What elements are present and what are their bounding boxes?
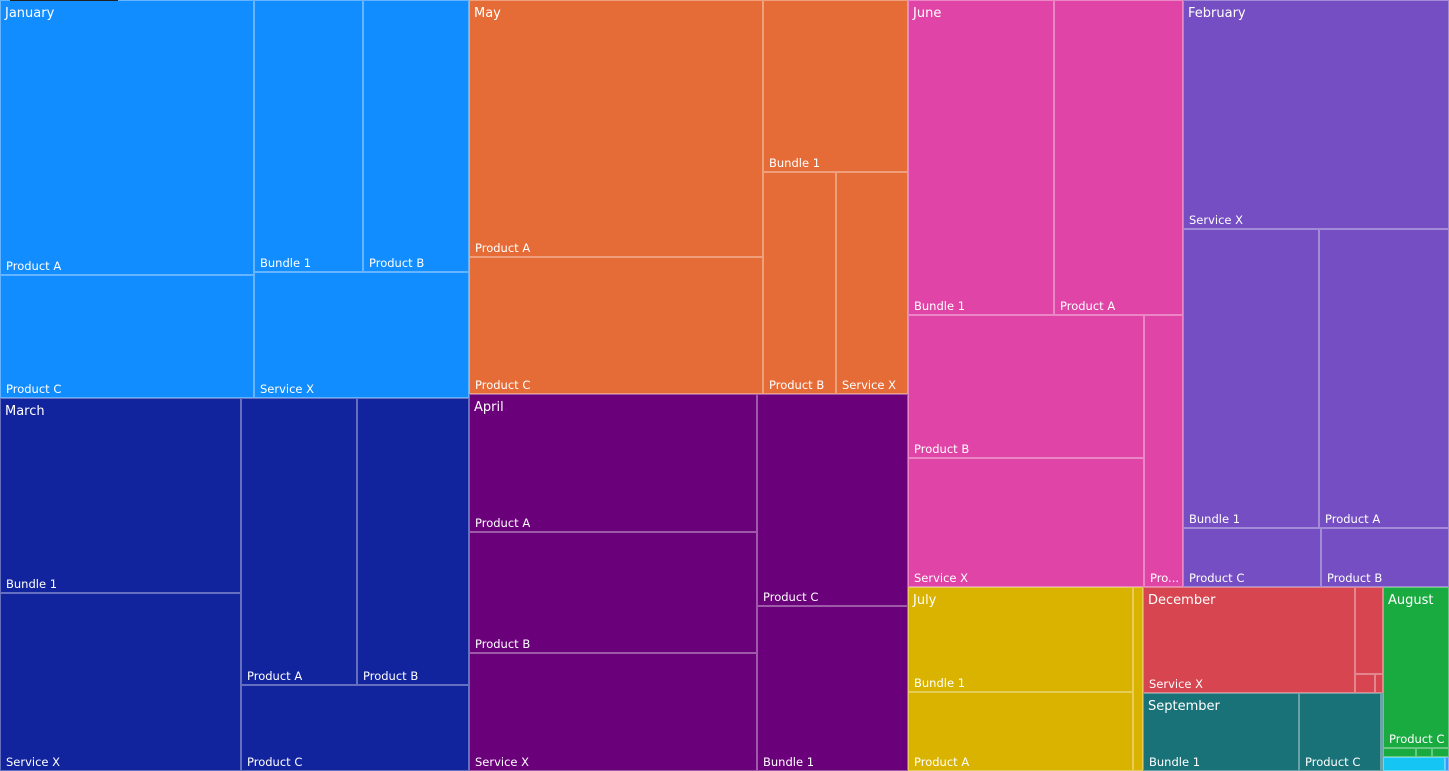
treemap-cell-product-c[interactable]: Product C: [757, 394, 908, 606]
treemap-cell[interactable]: [1355, 587, 1383, 674]
cell-label: Product C: [1389, 732, 1445, 746]
treemap-cell-product-c[interactable]: Product C: [241, 685, 469, 771]
cell-label: Product C: [475, 378, 531, 392]
treemap-cell-service-x[interactable]: Service X: [1183, 0, 1449, 229]
treemap-cell-bundle-1[interactable]: Bundle 1: [763, 0, 908, 172]
treemap-cell-product-c[interactable]: Product C: [1183, 528, 1321, 587]
cell-label: Product C: [6, 382, 62, 396]
top-edge-bar: [10, 0, 118, 1]
cell-label: Product B: [914, 442, 970, 456]
treemap-cell[interactable]: [1416, 748, 1432, 757]
treemap-cell-service-x[interactable]: Service X: [254, 272, 469, 398]
treemap-cell-bundle-1[interactable]: Bundle 1: [908, 587, 1133, 692]
treemap-cell-product-b[interactable]: Product B: [1321, 528, 1449, 587]
treemap-cell-product-a[interactable]: Product A: [908, 692, 1133, 771]
cell-label: Pro...: [1150, 571, 1180, 585]
treemap-cell-bundle-1[interactable]: Bundle 1: [1143, 693, 1299, 771]
treemap-cell[interactable]: [1133, 587, 1143, 771]
treemap-cell[interactable]: [1445, 757, 1449, 771]
treemap-cell-bundle-1[interactable]: Bundle 1: [908, 0, 1054, 315]
treemap-cell-bundle-1[interactable]: Bundle 1: [0, 398, 241, 593]
cell-label: Product A: [475, 241, 531, 255]
treemap-cell-product-b[interactable]: Product B: [763, 172, 836, 394]
cell-label: Product B: [1327, 571, 1383, 585]
treemap-cell[interactable]: [1355, 674, 1375, 693]
treemap-cell-service-x[interactable]: Service X: [1143, 587, 1355, 693]
cell-label: Bundle 1: [914, 299, 966, 313]
treemap-cell-product-a[interactable]: Product A: [1319, 229, 1449, 528]
treemap-cell-service-x[interactable]: Service X: [469, 653, 757, 771]
cell-label: Product B: [363, 669, 419, 683]
cell-label: Bundle 1: [763, 755, 815, 769]
cell-label: Product A: [247, 669, 303, 683]
treemap-cell-service-x[interactable]: Service X: [836, 172, 908, 394]
treemap-cell-product-c[interactable]: Product C: [1383, 587, 1449, 748]
cell-label: Product C: [1189, 571, 1245, 585]
treemap-cell-product-a[interactable]: Product A: [1054, 0, 1183, 315]
treemap-cell-bundle-1[interactable]: Bundle 1: [757, 606, 908, 771]
cell-label: Bundle 1: [1149, 755, 1201, 769]
cell-label: Service X: [475, 755, 530, 769]
treemap-cell-product-a[interactable]: Product A: [0, 0, 254, 275]
cell-label: Service X: [260, 382, 315, 396]
treemap-cell-product-a[interactable]: Product A: [241, 398, 357, 685]
cell-label: Service X: [1149, 677, 1204, 691]
treemap-cell-product-b[interactable]: Product B: [363, 0, 469, 272]
cell-label: Product A: [475, 516, 531, 530]
cell-label: Bundle 1: [6, 577, 58, 591]
cell-label: Bundle 1: [769, 156, 821, 170]
treemap-cell-product-b[interactable]: Product B: [908, 315, 1144, 458]
treemap-cell-bundle-1[interactable]: Bundle 1: [1183, 229, 1319, 528]
cell-label: Bundle 1: [260, 256, 312, 270]
cell-label: Product C: [247, 755, 303, 769]
cell-label: Product A: [914, 755, 970, 769]
cell-label: Service X: [914, 571, 969, 585]
treemap-cell-bundle-1[interactable]: Bundle 1: [254, 0, 363, 272]
cell-label: Product C: [1305, 755, 1361, 769]
treemap-cell[interactable]: [1432, 748, 1449, 757]
cell-label: Bundle 1: [1189, 512, 1241, 526]
cell-label: Product B: [475, 637, 531, 651]
treemap-cell-product-c[interactable]: Product C: [1299, 693, 1381, 771]
treemap-cell-service-x[interactable]: Service X: [0, 593, 241, 771]
cell-label: Product B: [369, 256, 425, 270]
treemap-cell-product-c[interactable]: Product C: [0, 275, 254, 398]
cell-label: Product A: [6, 259, 62, 273]
cell-label: Product C: [763, 590, 819, 604]
cell-label: Bundle 1: [914, 676, 966, 690]
cell-label: Service X: [6, 755, 61, 769]
cell-label: Product A: [1060, 299, 1116, 313]
treemap-cell-product-a[interactable]: Product A: [469, 394, 757, 532]
treemap-cell[interactable]: [1383, 757, 1445, 771]
cell-label: Service X: [1189, 213, 1244, 227]
treemap-cell[interactable]: [1375, 674, 1383, 693]
cell-label: Product A: [1325, 512, 1381, 526]
treemap-cell-pro[interactable]: Pro...: [1144, 315, 1183, 587]
treemap-cell[interactable]: [1383, 748, 1416, 757]
treemap-cell-service-x[interactable]: Service X: [908, 458, 1144, 587]
treemap-cell-product-b[interactable]: Product B: [357, 398, 469, 685]
treemap-cell-product-c[interactable]: Product C: [469, 257, 763, 394]
treemap-cell-product-b[interactable]: Product B: [469, 532, 757, 653]
cell-label: Product B: [769, 378, 825, 392]
cell-label: Service X: [842, 378, 897, 392]
treemap-cell-product-a[interactable]: Product A: [469, 0, 763, 257]
